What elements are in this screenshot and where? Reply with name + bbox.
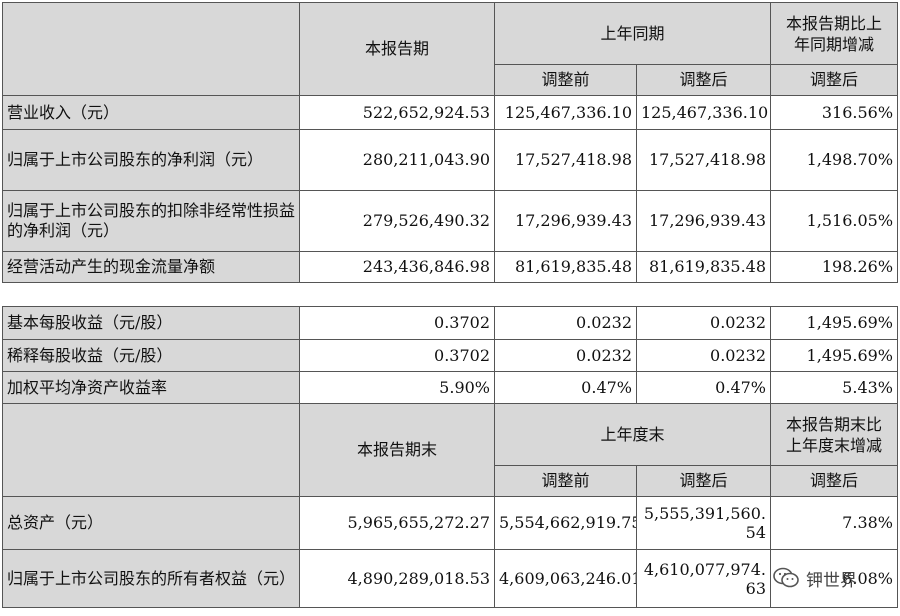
header-change: 本报告期末比 上年度末增减	[770, 403, 898, 466]
header-prior-period: 上年同期	[493, 2, 772, 65]
row-label: 归属于上市公司股东的扣除非经常性损益的净利润（元）	[2, 190, 300, 252]
cell-after: 0.0232	[636, 339, 771, 372]
cell-after: 0.47%	[636, 371, 771, 404]
header-after-adjustment: 调整后	[635, 64, 772, 96]
watermark-text: 钾世界	[806, 570, 857, 591]
cell-change: 7.38%	[770, 496, 898, 550]
cell-current: 0.3702	[299, 306, 495, 340]
row-label: 经营活动产生的现金流量净额	[2, 251, 300, 283]
table-row: 基本每股收益（元/股） 0.3702 0.0232 0.0232 1,495.6…	[2, 306, 898, 340]
cell-current: 5.90%	[299, 371, 495, 404]
cell-change: 6.08%	[770, 549, 898, 608]
header-change: 本报告期比上 年同期增减	[770, 2, 899, 65]
header-before-adjustment: 调整前	[494, 64, 637, 96]
cell-before: 17,296,939.43	[494, 190, 637, 252]
cell-change: 1,495.69%	[770, 306, 898, 340]
table-row: 归属于上市公司股东的扣除非经常性损益的净利润（元） 279,526,490.32…	[2, 190, 899, 252]
header-before-adjustment: 调整前	[494, 465, 637, 497]
cell-change: 1,495.69%	[770, 339, 898, 372]
cell-after: 4,610,077,974.63	[636, 549, 771, 608]
cell-before: 17,527,418.98	[494, 129, 637, 191]
cell-change: 1,516.05%	[770, 190, 899, 252]
financial-table-1: 本报告期 上年同期 本报告期比上 年同期增减 调整前 调整后 调整后 营业收入（…	[2, 2, 899, 283]
cell-change: 5.43%	[770, 371, 898, 404]
header-change-after-adjustment: 调整后	[770, 64, 899, 96]
row-label: 总资产（元）	[2, 496, 300, 550]
cell-current: 279,526,490.32	[299, 190, 495, 252]
table-row: 经营活动产生的现金流量净额 243,436,846.98 81,619,835.…	[2, 251, 899, 283]
header-blank	[2, 403, 300, 497]
header-change-after-adjustment: 调整后	[770, 465, 898, 497]
cell-change: 1,498.70%	[770, 129, 899, 191]
cell-before: 0.0232	[494, 339, 637, 372]
cell-current: 0.3702	[299, 339, 495, 372]
cell-before: 0.0232	[494, 306, 637, 340]
cell-current: 243,436,846.98	[299, 251, 495, 283]
header-change-line1: 本报告期比上	[786, 13, 883, 33]
watermark: 钾世界	[772, 560, 896, 596]
row-label: 归属于上市公司股东的所有者权益（元）	[2, 549, 300, 608]
cell-current: 4,890,289,018.53	[299, 549, 495, 608]
table-row: 加权平均净资产收益率 5.90% 0.47% 0.47% 5.43%	[2, 371, 898, 404]
header-current-period-end: 本报告期末	[299, 403, 495, 497]
wechat-icon	[773, 567, 799, 588]
cell-change: 316.56%	[770, 95, 899, 130]
header-prior-year-end: 上年度末	[494, 403, 771, 466]
table-row: 归属于上市公司股东的所有者权益（元） 4,890,289,018.53 4,60…	[2, 549, 898, 608]
cell-after: 81,619,835.48	[635, 251, 772, 283]
cell-before: 4,609,063,246.01	[494, 549, 637, 608]
header-blank	[2, 2, 300, 96]
row-label: 加权平均净资产收益率	[2, 371, 300, 404]
cell-after: 125,467,336.10	[635, 95, 772, 130]
header-change-line2: 年同期增减	[794, 34, 875, 54]
header-current-period: 本报告期	[299, 2, 495, 96]
row-label: 归属于上市公司股东的净利润（元）	[2, 129, 300, 191]
cell-before: 5,554,662,919.75	[494, 496, 637, 550]
header-change-line2: 上年度末增减	[785, 435, 882, 455]
table-row: 总资产（元） 5,965,655,272.27 5,554,662,919.75…	[2, 496, 898, 550]
cell-before: 125,467,336.10	[494, 95, 637, 130]
row-label: 营业收入（元）	[2, 95, 300, 130]
cell-current: 522,652,924.53	[299, 95, 495, 130]
table-row: 稀释每股收益（元/股） 0.3702 0.0232 0.0232 1,495.6…	[2, 339, 898, 372]
table-row: 归属于上市公司股东的净利润（元） 280,211,043.90 17,527,4…	[2, 129, 899, 191]
cell-before: 0.47%	[494, 371, 637, 404]
row-label: 稀释每股收益（元/股）	[2, 339, 300, 372]
row-label: 基本每股收益（元/股）	[2, 306, 300, 340]
financial-table-2: 基本每股收益（元/股） 0.3702 0.0232 0.0232 1,495.6…	[2, 306, 898, 608]
cell-change: 198.26%	[770, 251, 899, 283]
cell-after: 0.0232	[636, 306, 771, 340]
cell-after: 5,555,391,560.54	[636, 496, 771, 550]
header-after-adjustment: 调整后	[636, 465, 771, 497]
cell-current: 5,965,655,272.27	[299, 496, 495, 550]
cell-before: 81,619,835.48	[494, 251, 637, 283]
cell-current: 280,211,043.90	[299, 129, 495, 191]
header-change-line1: 本报告期末比	[785, 414, 882, 434]
cell-after: 17,527,418.98	[635, 129, 772, 191]
cell-after: 17,296,939.43	[635, 190, 772, 252]
table-row: 营业收入（元） 522,652,924.53 125,467,336.10 12…	[2, 95, 899, 130]
